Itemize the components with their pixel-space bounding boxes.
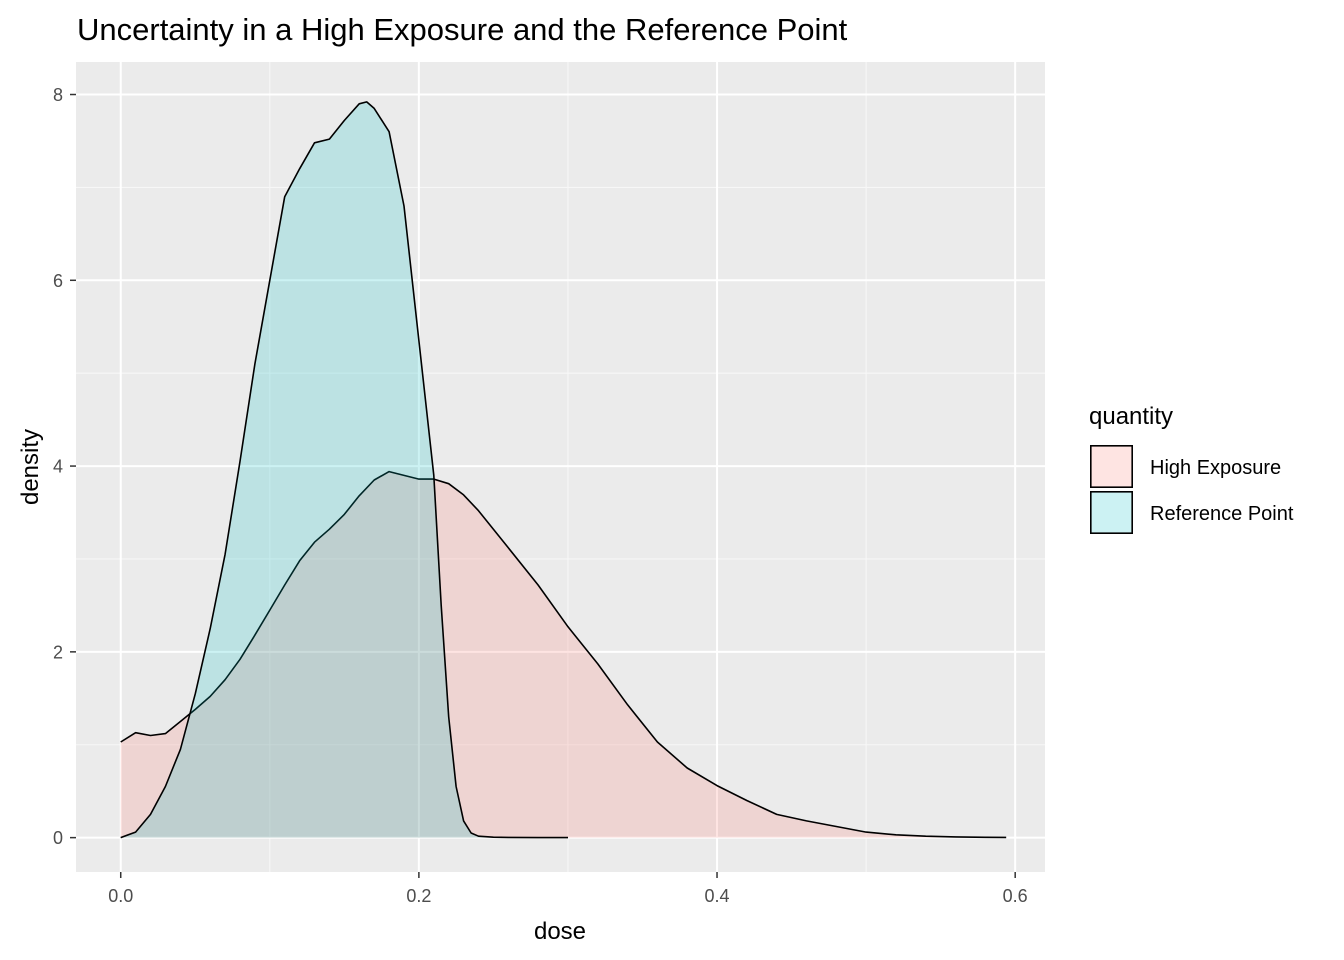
legend-title: quantity xyxy=(1089,403,1173,430)
y-tick-label: 4 xyxy=(53,457,63,477)
x-tick-label: 0.6 xyxy=(1003,886,1028,906)
legend-items: High Exposure Reference Point xyxy=(1090,444,1294,534)
legend: quantity High Exposure Reference Point xyxy=(1089,403,1294,534)
y-axis-title: density xyxy=(17,429,44,505)
legend-label-high-exposure: High Exposure xyxy=(1150,457,1281,479)
x-tick-label: 0.2 xyxy=(406,886,431,906)
legend-key-reference-point xyxy=(1090,490,1134,534)
density-line-reference-point xyxy=(120,101,568,839)
density-area-high-exposure xyxy=(120,471,1007,838)
legend-key-background xyxy=(1090,445,1133,488)
x-axis-title: dose xyxy=(534,918,586,945)
y-tick-label: 6 xyxy=(53,271,63,291)
legend-label-reference-point: Reference Point xyxy=(1150,503,1294,525)
x-axis-ticks: 0.0 0.2 0.4 0.6 xyxy=(108,872,1028,906)
y-tick-label: 0 xyxy=(53,828,63,848)
x-tick-label: 0.0 xyxy=(108,886,133,906)
y-tick-label: 2 xyxy=(53,642,63,662)
density-line-high-exposure xyxy=(120,470,1007,839)
y-axis-ticks: 0 2 4 6 8 xyxy=(53,85,76,848)
legend-key-background xyxy=(1090,491,1133,534)
density-area-reference-point xyxy=(120,101,568,838)
density-areas xyxy=(120,101,1007,839)
chart-title: Uncertainty in a High Exposure and the R… xyxy=(77,12,848,47)
x-tick-label: 0.4 xyxy=(705,886,730,906)
legend-key-high-exposure xyxy=(1090,444,1134,488)
y-tick-label: 8 xyxy=(53,85,63,105)
major-gridlines xyxy=(76,62,1045,872)
